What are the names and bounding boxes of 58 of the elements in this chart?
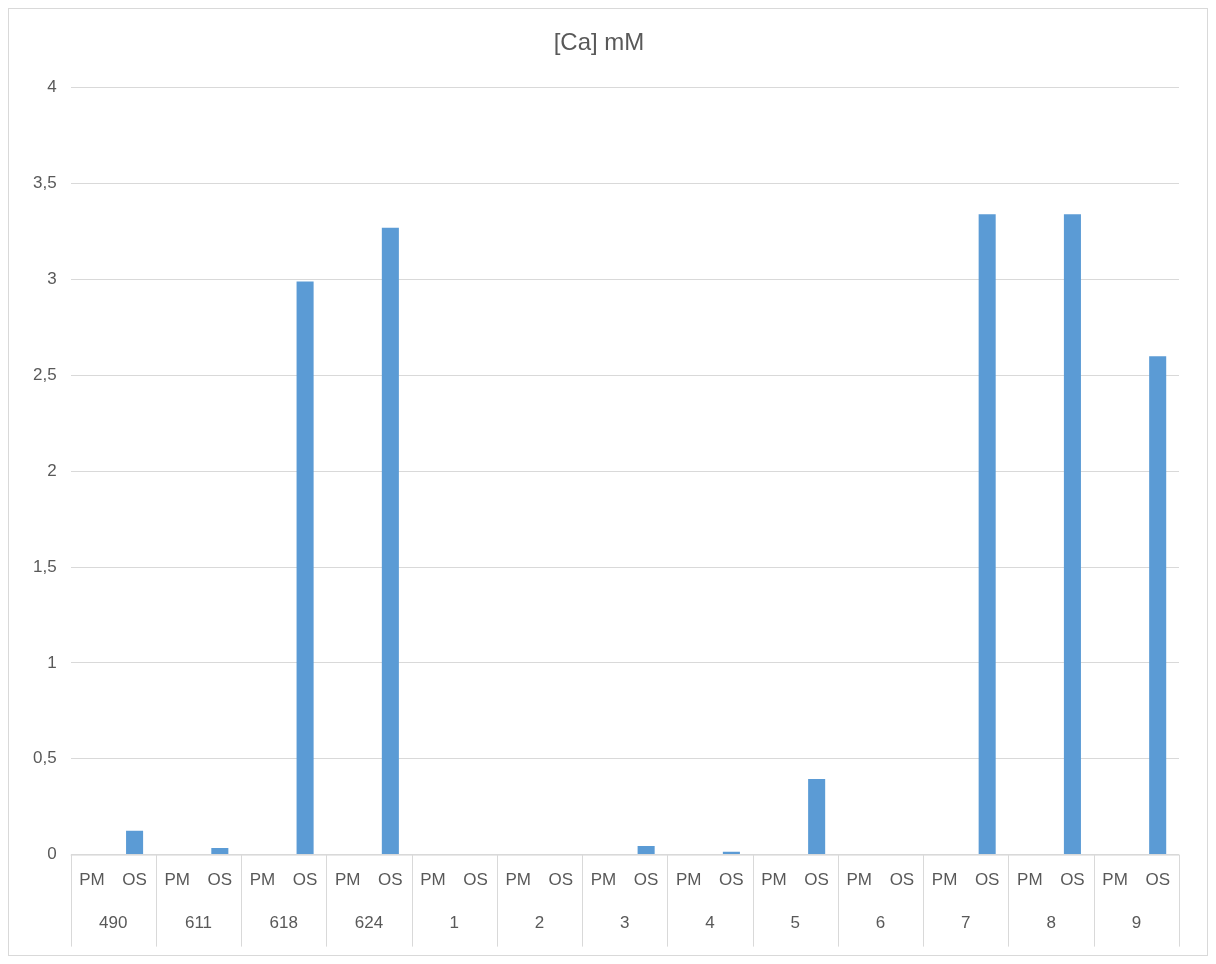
x-tick-label: OS xyxy=(378,870,403,890)
y-tick-label: 2 xyxy=(47,460,57,480)
x-tick-label: PM xyxy=(761,870,787,890)
text: 6 xyxy=(875,913,886,933)
text: 9 xyxy=(1131,913,1142,933)
text: 611 xyxy=(184,913,213,933)
y-tick-label: 0,5 xyxy=(32,748,57,768)
x-tick-label: PM xyxy=(1017,870,1043,890)
text: 5 xyxy=(790,913,801,933)
x-tick-label: PM xyxy=(505,870,531,890)
y-tick-label: 0 xyxy=(47,844,57,864)
x-tick-label: PM xyxy=(79,870,105,890)
text: 8 xyxy=(1046,913,1056,933)
chart-title: [Ca] mM xyxy=(553,28,645,56)
bar xyxy=(978,214,996,855)
x-tick-label: OS xyxy=(974,870,1000,890)
bar xyxy=(637,845,655,855)
x-tick-label: PM xyxy=(334,870,361,890)
x-tick-label: PM xyxy=(420,870,446,890)
y-tick-label: 1 xyxy=(47,652,57,672)
y-tick-label: 2,5 xyxy=(32,365,57,385)
x-tick-label: OS xyxy=(889,870,915,890)
bar xyxy=(211,847,229,855)
text: 2 xyxy=(534,913,545,933)
x-tick-label: OS xyxy=(292,870,318,890)
x-tick-label: PM xyxy=(846,870,873,890)
x-tick-label: OS xyxy=(122,870,147,890)
x-tick-label: OS xyxy=(719,870,744,890)
x-tick-label: OS xyxy=(548,870,574,890)
text: 1 xyxy=(449,913,460,933)
x-tick-label: OS xyxy=(804,870,829,890)
text: 7 xyxy=(961,913,971,933)
y-tick-label: 3,5 xyxy=(32,173,57,193)
bar xyxy=(1063,214,1081,855)
x-tick-label: PM xyxy=(164,870,190,890)
bar xyxy=(296,281,314,855)
x-tick-label: PM xyxy=(1102,870,1128,890)
x-tick-label: OS xyxy=(1145,870,1170,890)
x-tick-label: OS xyxy=(633,870,659,890)
text: 618 xyxy=(269,913,298,933)
text: 490 xyxy=(99,913,128,933)
x-tick-label: PM xyxy=(590,870,617,890)
bar xyxy=(808,778,826,855)
bar xyxy=(381,227,399,855)
x-tick-label: PM xyxy=(676,870,702,890)
y-tick-label: 1,5 xyxy=(32,556,57,576)
x-tick-label: OS xyxy=(207,870,233,890)
y-tick-label: 3 xyxy=(47,269,57,289)
text: 3 xyxy=(620,913,630,933)
x-tick-label: PM xyxy=(249,870,276,890)
bar xyxy=(126,830,144,855)
y-tick-label: 4 xyxy=(47,77,57,97)
x-tick-label: PM xyxy=(931,870,958,890)
text: 4 xyxy=(705,913,715,933)
x-tick-label: OS xyxy=(463,870,488,890)
bar xyxy=(1149,356,1167,855)
text: 624 xyxy=(354,913,384,933)
x-tick-label: OS xyxy=(1060,870,1085,890)
